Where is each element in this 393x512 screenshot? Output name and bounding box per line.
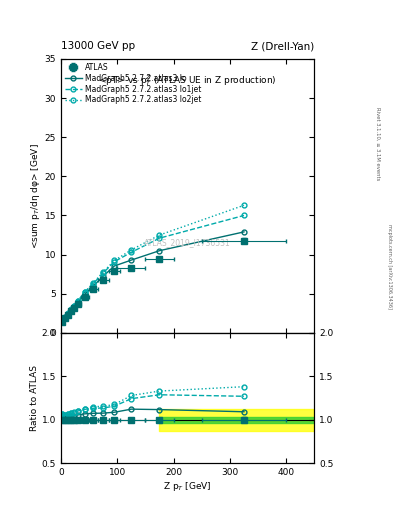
MadGraph5 2.7.2.atlas3 lo [83, 291, 87, 297]
MadGraph5 2.7.2.atlas3 lo1jet [129, 249, 134, 255]
Text: Z (Drell-Yan): Z (Drell-Yan) [251, 41, 314, 51]
Y-axis label: <sum p$_T$/dη dφ> [GeV]: <sum p$_T$/dη dφ> [GeV] [29, 143, 42, 249]
MadGraph5 2.7.2.atlas3 lo2jet [66, 310, 70, 316]
Text: ATLAS_2019_I1736531: ATLAS_2019_I1736531 [144, 238, 231, 247]
MadGraph5 2.7.2.atlas3 lo1jet [63, 314, 68, 321]
MadGraph5 2.7.2.atlas3 lo1jet [242, 212, 246, 219]
MadGraph5 2.7.2.atlas3 lo1jet [66, 310, 70, 316]
MadGraph5 2.7.2.atlas3 lo2jet [83, 289, 87, 295]
Line: MadGraph5 2.7.2.atlas3 lo1jet: MadGraph5 2.7.2.atlas3 lo1jet [60, 213, 246, 324]
MadGraph5 2.7.2.atlas3 lo2jet [129, 247, 134, 253]
MadGraph5 2.7.2.atlas3 lo [112, 263, 117, 269]
MadGraph5 2.7.2.atlas3 lo [101, 273, 106, 279]
MadGraph5 2.7.2.atlas3 lo1jet [71, 303, 76, 309]
MadGraph5 2.7.2.atlas3 lo [71, 304, 76, 310]
MadGraph5 2.7.2.atlas3 lo1jet [68, 307, 73, 313]
MadGraph5 2.7.2.atlas3 lo1jet [101, 270, 106, 276]
MadGraph5 2.7.2.atlas3 lo2jet [75, 297, 80, 304]
MadGraph5 2.7.2.atlas3 lo2jet [68, 306, 73, 312]
MadGraph5 2.7.2.atlas3 lo [66, 311, 70, 317]
MadGraph5 2.7.2.atlas3 lo2jet [71, 303, 76, 309]
MadGraph5 2.7.2.atlas3 lo2jet [112, 258, 117, 264]
MadGraph5 2.7.2.atlas3 lo [60, 318, 65, 325]
MadGraph5 2.7.2.atlas3 lo1jet [75, 297, 80, 304]
Text: Rivet 3.1.10, ≥ 3.1M events: Rivet 3.1.10, ≥ 3.1M events [376, 106, 380, 180]
MadGraph5 2.7.2.atlas3 lo2jet [157, 232, 162, 238]
MadGraph5 2.7.2.atlas3 lo1jet [60, 318, 65, 325]
MadGraph5 2.7.2.atlas3 lo1jet [112, 259, 117, 265]
Line: MadGraph5 2.7.2.atlas3 lo2jet: MadGraph5 2.7.2.atlas3 lo2jet [60, 203, 246, 324]
Text: mcplots.cern.ch [arXiv:1306.3436]: mcplots.cern.ch [arXiv:1306.3436] [387, 224, 391, 309]
Legend: ATLAS, MadGraph5 2.7.2.atlas3 lo, MadGraph5 2.7.2.atlas3 lo1jet, MadGraph5 2.7.2: ATLAS, MadGraph5 2.7.2.atlas3 lo, MadGra… [63, 61, 202, 106]
MadGraph5 2.7.2.atlas3 lo2jet [91, 280, 95, 286]
MadGraph5 2.7.2.atlas3 lo [157, 248, 162, 254]
MadGraph5 2.7.2.atlas3 lo [68, 307, 73, 313]
MadGraph5 2.7.2.atlas3 lo2jet [60, 318, 65, 325]
X-axis label: Z p$_T$ [GeV]: Z p$_T$ [GeV] [163, 480, 212, 493]
Text: <pT> vs p$_T^Z$ (ATLAS UE in Z production): <pT> vs p$_T^Z$ (ATLAS UE in Z productio… [98, 73, 277, 88]
MadGraph5 2.7.2.atlas3 lo1jet [91, 281, 95, 287]
Line: MadGraph5 2.7.2.atlas3 lo: MadGraph5 2.7.2.atlas3 lo [60, 229, 246, 324]
Text: 13000 GeV pp: 13000 GeV pp [61, 41, 135, 51]
MadGraph5 2.7.2.atlas3 lo2jet [101, 269, 106, 275]
MadGraph5 2.7.2.atlas3 lo [242, 229, 246, 235]
MadGraph5 2.7.2.atlas3 lo2jet [63, 314, 68, 321]
MadGraph5 2.7.2.atlas3 lo [91, 283, 95, 289]
MadGraph5 2.7.2.atlas3 lo1jet [83, 289, 87, 295]
MadGraph5 2.7.2.atlas3 lo [75, 299, 80, 305]
Y-axis label: Ratio to ATLAS: Ratio to ATLAS [30, 365, 39, 431]
MadGraph5 2.7.2.atlas3 lo1jet [157, 235, 162, 241]
MadGraph5 2.7.2.atlas3 lo [129, 257, 134, 263]
MadGraph5 2.7.2.atlas3 lo2jet [242, 202, 246, 208]
MadGraph5 2.7.2.atlas3 lo [63, 314, 68, 321]
